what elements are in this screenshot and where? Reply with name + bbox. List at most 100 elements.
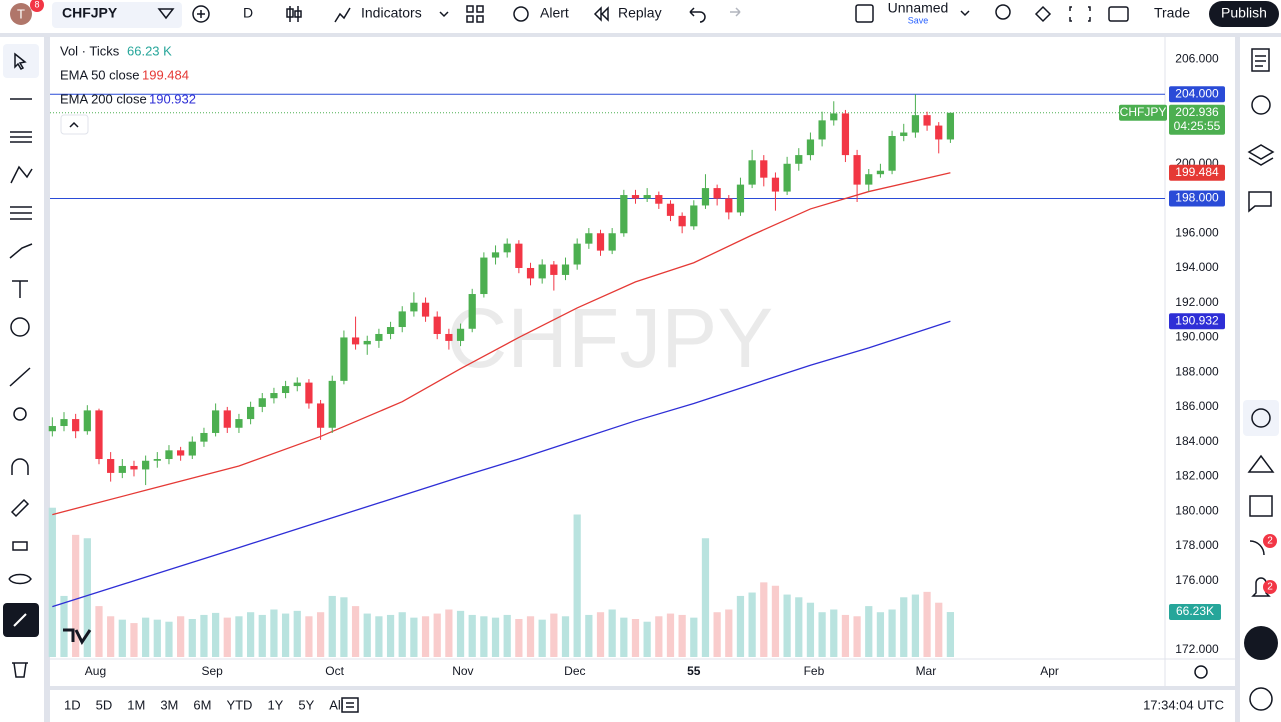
volume-bar: [748, 592, 756, 657]
volume-bar: [865, 606, 873, 657]
candle-body: [72, 419, 80, 432]
date-range-icon[interactable]: [341, 697, 359, 713]
drawing-tools[interactable]: [9, 98, 33, 298]
range-button[interactable]: 3M: [160, 697, 178, 712]
candle-body: [538, 264, 546, 279]
candle-body: [946, 112, 955, 140]
candle-body: [351, 337, 360, 345]
volume-bar: [608, 609, 616, 657]
volume-bar: [386, 614, 395, 657]
snapshot-icon[interactable]: [1108, 6, 1129, 22]
symbol-box[interactable]: [52, 2, 182, 28]
active-tool-bg[interactable]: [1243, 400, 1279, 436]
candle-body: [841, 113, 850, 156]
chart-type-icon[interactable]: [286, 6, 302, 22]
candle-body: [678, 215, 686, 227]
publish-button[interactable]: [1209, 1, 1279, 27]
target-icon[interactable]: [1251, 408, 1271, 428]
compare-icon[interactable]: [192, 5, 210, 23]
volume-bar: [830, 609, 838, 657]
volume-bar: [398, 612, 406, 657]
candle-body: [281, 386, 290, 394]
candle-body: [246, 406, 255, 420]
range-button[interactable]: 1M: [127, 697, 145, 712]
watchlist-icon[interactable]: [1251, 48, 1270, 72]
volume-label-box: [1169, 604, 1221, 621]
indicators-icon[interactable]: [334, 7, 351, 23]
range-button[interactable]: YTD: [226, 697, 252, 712]
range-button[interactable]: 1D: [64, 697, 81, 712]
symbol-icon[interactable]: [157, 8, 175, 20]
volume-bar: [491, 617, 500, 657]
volume-bar: [305, 616, 313, 657]
search-icon[interactable]: [995, 4, 1011, 20]
volume-bar: [771, 585, 780, 657]
ema-legend-value: 199.484: [142, 67, 189, 82]
volume-bar: [235, 616, 243, 657]
replay[interactable]: Replay: [618, 5, 662, 21]
axis-settings[interactable]: [1194, 665, 1208, 679]
range-button[interactable]: 5D: [96, 697, 113, 712]
save[interactable]: Save: [908, 15, 929, 25]
cursor-bg[interactable]: [3, 44, 39, 78]
x-tick-label: Dec: [564, 664, 585, 678]
range-button[interactable]: All: [329, 697, 344, 712]
badge-count: 2: [1267, 536, 1273, 547]
candle-body: [760, 160, 768, 178]
avatar[interactable]: [10, 3, 32, 25]
replay-icon[interactable]: [593, 6, 609, 22]
layouts-icon[interactable]: [466, 5, 484, 23]
sidebar-icons[interactable]: [1247, 454, 1275, 597]
candle-body: [445, 333, 453, 341]
volume-bar: [246, 612, 255, 657]
y-tick-label: 178.000: [1175, 538, 1219, 552]
ema-label-box: [1169, 164, 1225, 181]
link-tool[interactable]: [13, 613, 27, 627]
undo[interactable]: [689, 7, 706, 23]
range-button[interactable]: 5Y: [298, 697, 314, 712]
volume-bar: [270, 609, 278, 657]
volume-bar: [713, 612, 721, 657]
indicators[interactable]: Indicators: [361, 5, 422, 21]
candle-body: [806, 139, 815, 156]
y-tick-label: 194.000: [1175, 260, 1219, 274]
collapse-icon: [69, 121, 79, 128]
help-icon[interactable]: [1249, 687, 1273, 711]
volume-bar: [526, 616, 535, 657]
redo[interactable]: [730, 7, 741, 17]
candle-body: [596, 233, 605, 251]
publish[interactable]: Publish: [1221, 5, 1267, 21]
x-tick-label: Mar: [916, 664, 937, 678]
panel-icons[interactable]: [1247, 144, 1275, 213]
candle-body: [655, 195, 663, 204]
candle-body: [258, 398, 266, 407]
apps-button[interactable]: [1244, 626, 1278, 660]
x-tick-label: Sep: [201, 664, 223, 678]
volume-bar: [340, 597, 348, 657]
y-tick-label: 190.000: [1175, 330, 1219, 344]
ema-legend: EMA 200 close: [60, 91, 147, 106]
range-button[interactable]: 6M: [193, 697, 211, 712]
alerts-icon[interactable]: [1251, 95, 1271, 115]
alert-icon[interactable]: [513, 6, 529, 22]
layout-icon[interactable]: [855, 4, 874, 23]
symbol[interactable]: CHFJPY: [62, 5, 118, 21]
candle-body: [398, 311, 406, 328]
volume-bar: [468, 614, 476, 657]
hline-label: 204.000: [1175, 86, 1219, 100]
range-button[interactable]: 1Y: [267, 697, 283, 712]
layout-name[interactable]: Unnamed: [888, 0, 949, 16]
fullscreen-icon[interactable]: [1069, 6, 1091, 22]
emoji-tool[interactable]: [10, 317, 30, 337]
cursor-tool[interactable]: [14, 52, 27, 70]
chevron[interactable]: [439, 11, 449, 18]
more-tools[interactable]: [8, 367, 32, 678]
trade[interactable]: Trade: [1154, 5, 1190, 21]
chevron[interactable]: [960, 10, 970, 17]
y-tick-label: 186.000: [1175, 399, 1219, 413]
alert[interactable]: Alert: [540, 5, 569, 21]
settings-icon[interactable]: [1034, 5, 1052, 23]
interval[interactable]: D: [243, 5, 253, 21]
